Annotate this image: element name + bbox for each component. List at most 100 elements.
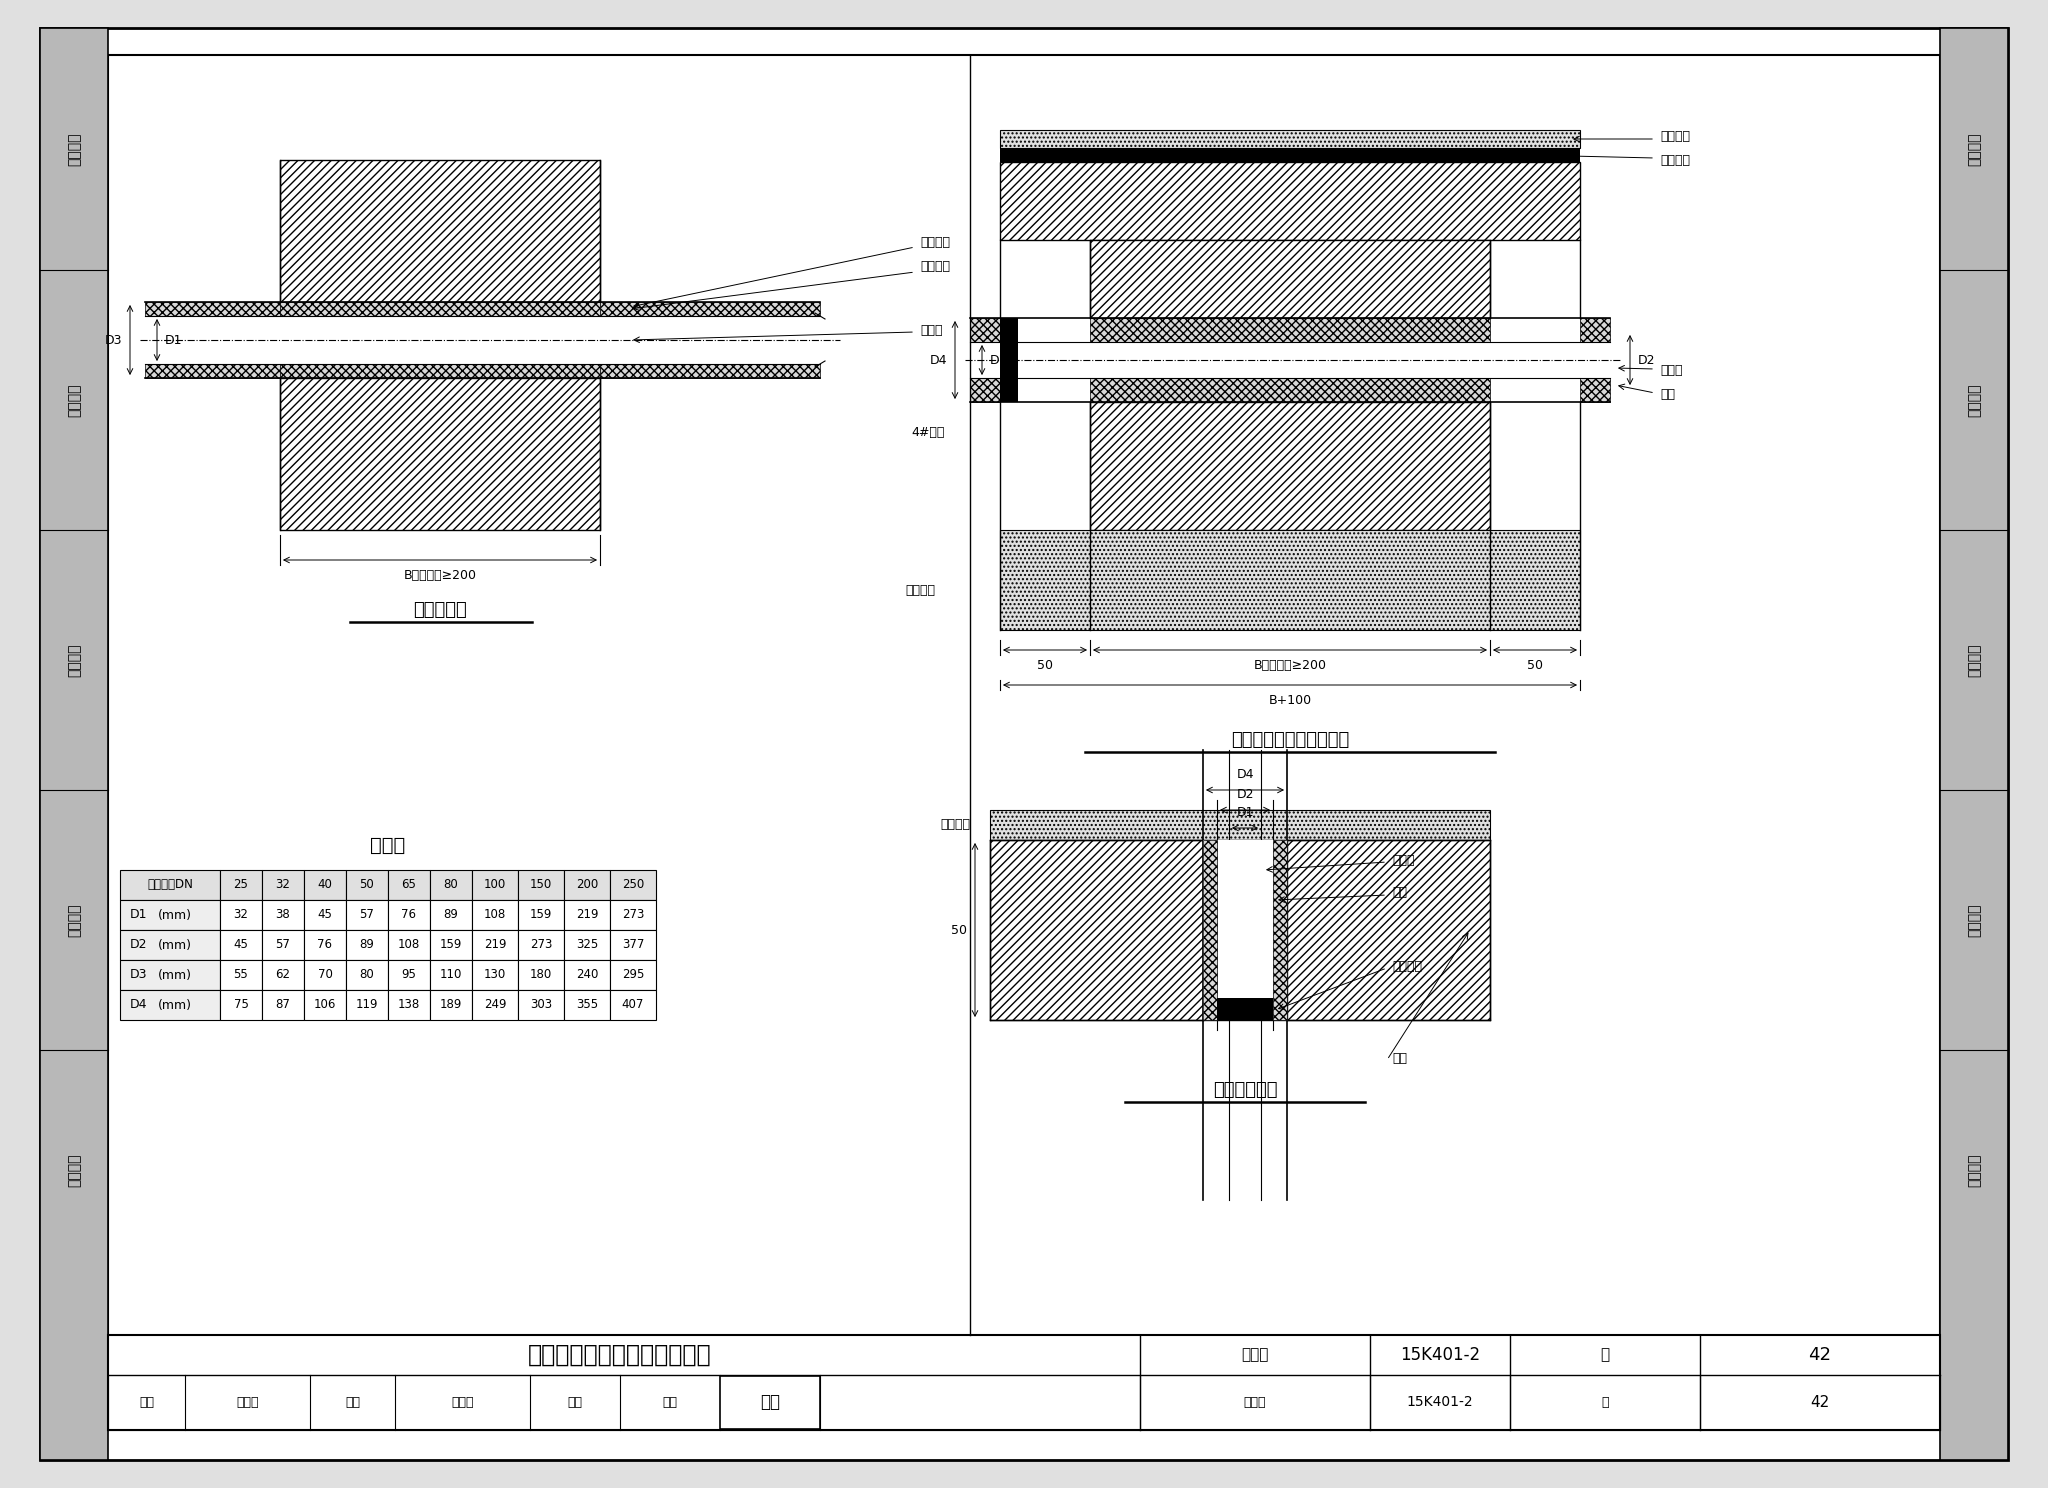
Text: 273: 273 [623,909,645,921]
Text: 106: 106 [313,998,336,1012]
Bar [145,302,281,315]
Text: D2: D2 [129,939,147,951]
Bar [121,900,219,930]
Text: 图集号: 图集号 [1243,1396,1266,1409]
Text: 陈霄: 陈霄 [760,1393,780,1412]
Text: 55: 55 [233,969,248,982]
Text: 燃气管道户内穿墙及楼板做法: 燃气管道户内穿墙及楼板做法 [528,1344,713,1367]
Text: 80: 80 [360,969,375,982]
Bar [262,960,303,990]
Bar [41,28,109,1460]
Text: 燃气地下引入管穿基础墙: 燃气地下引入管穿基础墙 [1231,731,1350,748]
Bar [219,930,262,960]
Text: 燃气管穿楼板: 燃气管穿楼板 [1212,1080,1278,1100]
Bar [518,900,563,930]
Text: 32: 32 [233,909,248,921]
Text: 尺寸表: 尺寸表 [371,835,406,854]
Text: 水泥砂浆: 水泥砂浆 [940,818,971,832]
Bar [999,147,1579,162]
Bar [1090,318,1491,342]
Bar [471,990,518,1019]
Text: D1: D1 [166,333,182,347]
Bar [281,365,600,378]
Text: D4: D4 [129,998,147,1012]
Text: D2: D2 [1638,354,1655,366]
Text: 液化气站: 液化气站 [68,643,82,677]
Bar [1090,240,1491,318]
Text: 图集号: 图集号 [1241,1348,1268,1363]
Text: 87: 87 [276,998,291,1012]
Bar [971,378,999,402]
Text: 套管: 套管 [1393,887,1407,900]
Text: 159: 159 [530,909,553,921]
Bar [999,162,1579,240]
Text: B+100: B+100 [1268,693,1311,707]
Text: 355: 355 [575,998,598,1012]
Bar [471,930,518,960]
Bar [281,378,600,530]
Text: 57: 57 [276,939,291,951]
Text: 180: 180 [530,969,553,982]
Bar [219,990,262,1019]
Text: B（墙厚）≥200: B（墙厚）≥200 [403,568,477,582]
Text: 校对: 校对 [344,1396,360,1409]
Text: 45: 45 [317,909,332,921]
Text: 25: 25 [233,878,248,891]
Text: 施工安装: 施工安装 [1966,384,1980,417]
Text: 249: 249 [483,998,506,1012]
Bar [145,365,281,378]
Text: 15K401-2: 15K401-2 [1407,1396,1473,1409]
Text: 110: 110 [440,969,463,982]
Text: D3: D3 [129,969,147,982]
Bar [1090,402,1491,530]
Text: 42: 42 [1808,1347,1831,1364]
Text: 240: 240 [575,969,598,982]
Text: 50: 50 [1528,659,1542,673]
Bar [563,870,610,900]
Bar [387,960,430,990]
Bar [387,930,430,960]
Bar [262,990,303,1019]
Text: 施工安装: 施工安装 [68,384,82,417]
Text: 62: 62 [276,969,291,982]
Bar [563,930,610,960]
Bar [518,960,563,990]
Text: 50: 50 [950,924,967,936]
Text: 200: 200 [575,878,598,891]
Text: 250: 250 [623,878,645,891]
Bar [989,809,1491,841]
Text: 油麻沥青: 油麻沥青 [920,235,950,248]
Text: 189: 189 [440,998,463,1012]
Text: 页: 页 [1599,1348,1610,1363]
Text: 45: 45 [233,939,248,951]
Bar [262,870,303,900]
Text: 130: 130 [483,969,506,982]
Text: 108: 108 [483,909,506,921]
Text: D3: D3 [104,333,123,347]
Bar [1217,998,1274,1019]
Bar [281,161,600,302]
Text: 水泥砂浆: 水泥砂浆 [1661,129,1690,143]
Bar [1939,28,2007,1460]
Bar [121,990,219,1019]
Text: D2: D2 [1237,789,1253,801]
Text: 设计说明: 设计说明 [1966,132,1980,165]
Text: 燃气管: 燃气管 [1661,363,1683,376]
Bar [303,990,346,1019]
Text: 页: 页 [1602,1396,1610,1409]
Text: 4#沥青: 4#沥青 [911,426,944,439]
Bar [346,930,387,960]
Text: 审核: 审核 [139,1396,154,1409]
Text: 32: 32 [276,878,291,891]
Bar [430,960,471,990]
Bar [219,870,262,900]
Bar [303,900,346,930]
Text: 设计说明: 设计说明 [68,132,82,165]
Text: 工程实例: 工程实例 [1966,1153,1980,1187]
Bar [610,990,655,1019]
Bar [430,930,471,960]
Bar [346,960,387,990]
Text: 89: 89 [360,939,375,951]
Text: 95: 95 [401,969,416,982]
Text: 电气控制: 电气控制 [1966,903,1980,937]
